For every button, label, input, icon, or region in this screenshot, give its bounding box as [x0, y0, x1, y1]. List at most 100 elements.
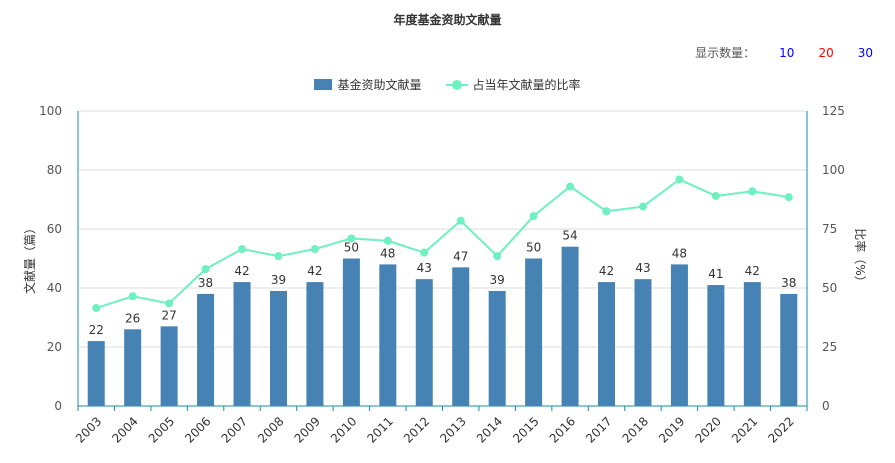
ratio-point — [420, 248, 429, 257]
bar-value-label: 22 — [89, 323, 104, 337]
bar-series-swatch — [314, 79, 333, 90]
y2-tick-label: 100 — [822, 163, 845, 177]
x-tick-label: 2016 — [547, 414, 578, 445]
bar — [197, 293, 215, 406]
bar-value-label: 50 — [526, 241, 541, 255]
ratio-line — [95, 178, 789, 310]
bar — [269, 290, 287, 406]
bar-value-label: 39 — [490, 273, 505, 287]
bar-value-label: 42 — [307, 264, 322, 278]
bar-value-label: 38 — [198, 276, 213, 290]
bar-value-label: 47 — [453, 249, 468, 263]
x-tick-label: 2006 — [182, 414, 213, 445]
x-tick-label: 2020 — [692, 414, 723, 445]
bar — [670, 264, 688, 406]
display-count-selector: 显示数量： 10 20 30 — [695, 44, 873, 61]
ratio-point — [310, 245, 319, 254]
x-tick-label: 2011 — [364, 414, 395, 445]
bar — [342, 258, 360, 406]
ratio-point — [711, 191, 720, 200]
y-tick-label: 40 — [47, 281, 62, 295]
ratio-point — [128, 292, 137, 301]
x-tick-label: 2019 — [656, 414, 687, 445]
bar — [87, 341, 105, 406]
bar — [415, 279, 433, 406]
y-tick-label: 80 — [47, 163, 62, 177]
bar-value-label: 48 — [672, 246, 687, 260]
y2-tick-label: 50 — [822, 281, 837, 295]
display-count-option-20[interactable]: 20 — [818, 45, 834, 60]
ratio-point — [748, 187, 757, 196]
legend-label-bar-series: 基金资助文献量 — [337, 78, 422, 92]
chart-title: 年度基金资助文献量 — [393, 13, 502, 27]
ratio-point — [529, 212, 538, 221]
ratio-point — [566, 182, 575, 191]
bar — [124, 329, 142, 406]
x-tick-label: 2015 — [510, 414, 541, 445]
bar — [634, 279, 652, 406]
bar-value-label: 26 — [125, 311, 140, 325]
x-tick-label: 2013 — [437, 414, 468, 445]
bar — [379, 264, 397, 406]
x-tick-label: 2010 — [328, 414, 359, 445]
ratio-point — [274, 252, 283, 261]
bar — [233, 282, 251, 406]
bar — [707, 285, 725, 406]
bar-value-label: 41 — [708, 267, 723, 281]
bar-value-label: 43 — [417, 261, 432, 275]
display-count-option-10[interactable]: 10 — [779, 45, 795, 60]
ratio-point — [165, 299, 174, 308]
bar — [598, 282, 616, 406]
y2-tick-label: 0 — [822, 399, 830, 413]
y-tick-label: 100 — [39, 104, 62, 118]
ratio-point — [675, 175, 684, 184]
ratio-point — [638, 202, 647, 211]
y2-tick-label: 75 — [822, 222, 837, 236]
bar-value-label: 27 — [161, 308, 176, 322]
x-tick-label: 2014 — [474, 414, 505, 445]
y-tick-label: 0 — [54, 399, 62, 413]
bar — [488, 290, 506, 406]
ratio-point — [238, 245, 247, 254]
x-tick-label: 2018 — [620, 414, 651, 445]
bar-value-label: 38 — [781, 276, 796, 290]
bar-value-label: 39 — [271, 273, 286, 287]
ratio-point — [383, 236, 392, 245]
bar-value-label: 50 — [344, 241, 359, 255]
line-series-swatch — [445, 79, 468, 91]
x-tick-label: 2007 — [219, 414, 250, 445]
bar — [561, 246, 579, 406]
legend-item-line-series[interactable]: 占当年文献量的比率 — [445, 76, 581, 93]
bar-value-label: 43 — [635, 261, 650, 275]
legend-item-bar-series[interactable]: 基金资助文献量 — [314, 76, 422, 93]
x-tick-label: 2017 — [583, 414, 614, 445]
x-tick-label: 2009 — [292, 414, 323, 445]
y-axis-title: 文献量（篇） — [22, 222, 37, 294]
y2-axis-title: 比率（%） — [853, 228, 868, 287]
bar-value-label: 42 — [745, 264, 760, 278]
bar-value-label: 42 — [599, 264, 614, 278]
bar-value-label: 54 — [562, 229, 577, 243]
bar-value-label: 42 — [234, 264, 249, 278]
x-tick-label: 2004 — [109, 414, 140, 445]
y2-tick-label: 25 — [822, 340, 837, 354]
bar — [525, 258, 543, 406]
ratio-point — [347, 234, 356, 243]
bar — [743, 282, 761, 406]
display-count-label: 显示数量： — [695, 46, 756, 60]
y-tick-label: 20 — [47, 340, 62, 354]
bar — [306, 282, 324, 406]
x-tick-label: 2022 — [765, 414, 796, 445]
x-tick-label: 2005 — [146, 414, 177, 445]
bar — [780, 293, 798, 406]
display-count-option-30[interactable]: 30 — [857, 45, 873, 60]
chart-legend: 基金资助文献量 占当年文献量的比率 — [0, 76, 895, 93]
y-tick-label: 60 — [47, 222, 62, 236]
x-tick-label: 2008 — [255, 414, 286, 445]
x-tick-label: 2012 — [401, 414, 432, 445]
ratio-point — [201, 265, 210, 274]
x-tick-label: 2003 — [73, 414, 104, 445]
ratio-point — [92, 304, 101, 313]
ratio-point — [493, 252, 502, 261]
